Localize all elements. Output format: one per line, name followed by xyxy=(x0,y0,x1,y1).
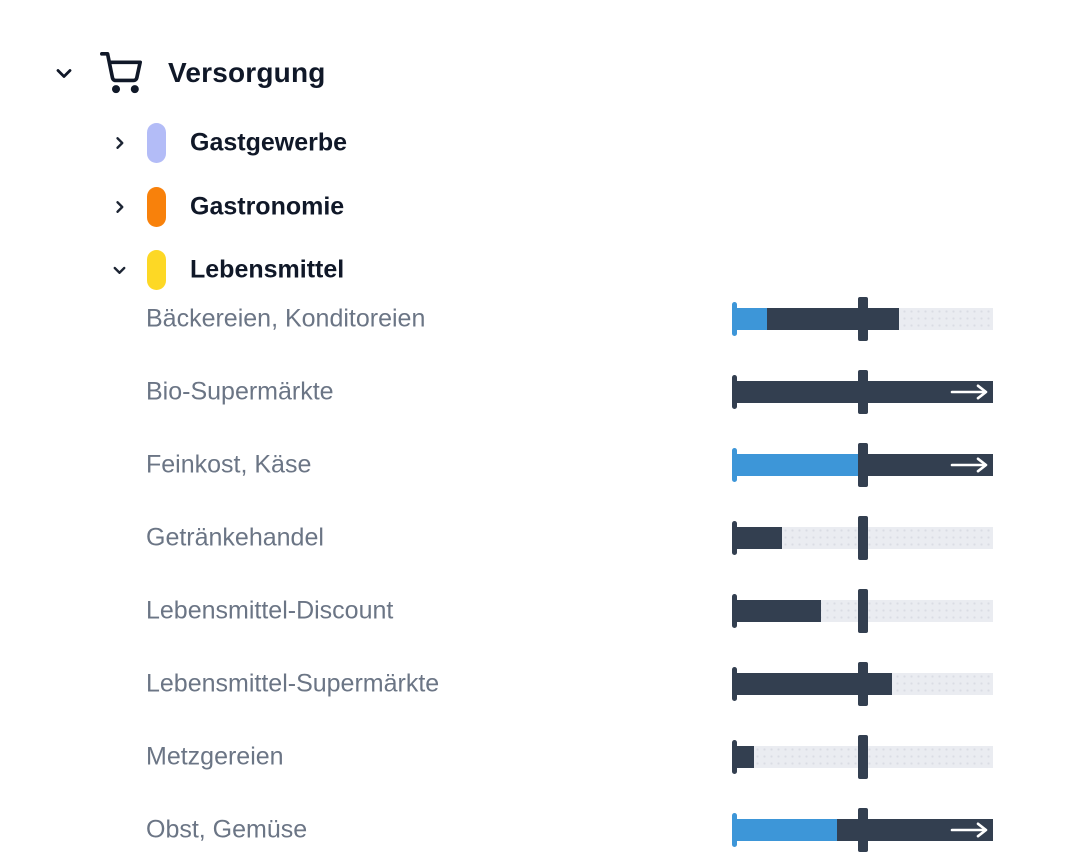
bar-start-tick xyxy=(732,448,737,482)
bar-segment-secondary xyxy=(863,454,993,476)
bar-segment-secondary xyxy=(837,819,993,841)
bar-segment-secondary xyxy=(733,527,783,549)
subcategory-label: Lebensmittel-Supermärkte xyxy=(146,669,440,698)
subcategory-row[interactable]: Bäckereien, Konditoreien xyxy=(0,283,1073,356)
category-color-pill xyxy=(147,123,166,163)
bar-median-marker xyxy=(858,735,868,779)
subcategory-label: Bäckereien, Konditoreien xyxy=(146,304,426,333)
tree-root-label: Versorgung xyxy=(168,57,326,88)
score-bar xyxy=(732,808,993,852)
bar-start-tick xyxy=(732,594,737,628)
subcategory-row[interactable]: Lebensmittel-Supermärkte xyxy=(0,648,1073,721)
subcategory-row[interactable]: Getränkehandel xyxy=(0,502,1073,575)
category-color-pill xyxy=(147,250,166,290)
score-bar xyxy=(732,662,993,706)
score-bar xyxy=(732,443,993,487)
bar-median-marker xyxy=(858,662,868,706)
bar-start-tick xyxy=(732,375,737,409)
category-color-pill xyxy=(147,186,166,227)
subcategory-label: Feinkost, Käse xyxy=(146,450,312,479)
shopping-cart-icon xyxy=(98,50,144,96)
category-label: Lebensmittel xyxy=(190,255,345,284)
subcategory-row[interactable]: Lebensmittel-Discount xyxy=(0,575,1073,648)
bar-start-tick xyxy=(732,667,737,701)
score-bar xyxy=(732,735,993,779)
bar-start-tick xyxy=(732,740,737,774)
score-bar xyxy=(732,589,993,633)
category-row[interactable]: Lebensmittel xyxy=(0,238,1073,302)
bar-median-marker xyxy=(858,370,868,414)
bar-start-tick xyxy=(732,302,737,336)
subcategory-row[interactable]: Bio-Supermärkte xyxy=(0,356,1073,429)
bar-start-tick xyxy=(732,813,737,847)
category-label: Gastgewerbe xyxy=(190,128,348,157)
chevron-down-icon[interactable] xyxy=(110,261,129,280)
category-row[interactable]: Gastgewerbe xyxy=(0,111,1073,175)
bar-segment-primary xyxy=(733,308,767,330)
bar-segment-primary xyxy=(733,819,837,841)
score-bar xyxy=(732,370,993,414)
subcategory-row[interactable]: Metzgereien xyxy=(0,721,1073,794)
category-label: Gastronomie xyxy=(190,192,345,220)
subcategory-label: Metzgereien xyxy=(146,742,284,771)
chevron-down-icon[interactable] xyxy=(52,61,76,85)
right-arrow-icon xyxy=(948,383,990,401)
bar-segment-secondary xyxy=(733,673,892,695)
right-arrow-icon xyxy=(948,821,990,839)
bar-segment-secondary xyxy=(733,746,754,768)
bar-median-marker xyxy=(858,516,868,560)
bar-median-marker xyxy=(858,443,868,487)
score-bar xyxy=(732,297,993,341)
subcategory-label: Lebensmittel-Discount xyxy=(146,596,394,625)
bar-median-marker xyxy=(858,808,868,852)
bar-start-tick xyxy=(732,521,737,555)
bar-median-marker xyxy=(858,297,868,341)
chevron-right-icon[interactable] xyxy=(110,134,129,153)
chevron-right-icon[interactable] xyxy=(110,197,129,216)
subcategory-label: Bio-Supermärkte xyxy=(146,377,334,406)
subcategory-label: Obst, Gemüse xyxy=(146,815,308,844)
subcategory-row[interactable]: Obst, Gemüse xyxy=(0,794,1073,864)
subcategory-label: Getränkehandel xyxy=(146,523,324,552)
right-arrow-icon xyxy=(948,456,990,474)
category-row[interactable]: Gastronomie xyxy=(0,175,1073,239)
tree-root-versorgung[interactable]: Versorgung xyxy=(0,50,1073,96)
bar-segment-secondary xyxy=(766,308,900,330)
score-bar xyxy=(732,516,993,560)
bar-segment-primary xyxy=(733,454,863,476)
bar-segment-secondary xyxy=(733,600,822,622)
subcategory-row[interactable]: Feinkost, Käse xyxy=(0,429,1073,502)
bar-median-marker xyxy=(858,589,868,633)
